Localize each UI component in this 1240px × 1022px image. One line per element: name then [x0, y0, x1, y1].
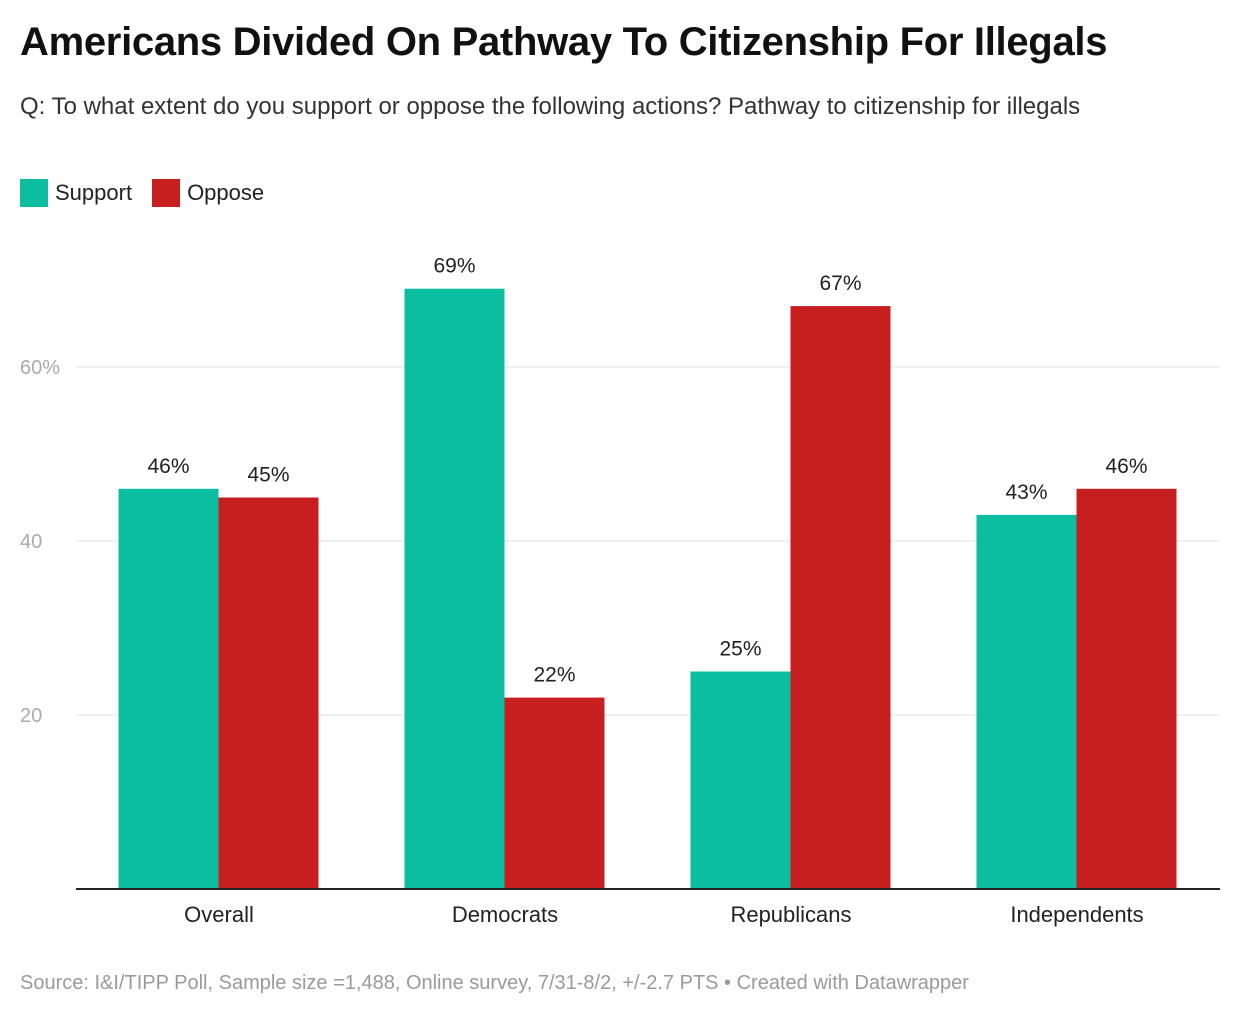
legend-label-support: Support [55, 180, 133, 205]
bar-oppose-republicans [790, 306, 891, 890]
chart-subtitle: Q: To what extent do you support or oppo… [20, 93, 1081, 120]
bar-support-independents [976, 514, 1077, 889]
data-label-support-democrats: 69% [433, 255, 475, 278]
bar-support-republicans [690, 671, 791, 889]
data-label-support-independents: 43% [1005, 481, 1047, 504]
y-tick-label: 60% [20, 357, 60, 379]
bar-support-overall [118, 488, 219, 889]
y-tick-label: 20 [20, 705, 42, 727]
legend-label-oppose: Oppose [187, 180, 265, 205]
legend-swatch-oppose [152, 179, 181, 207]
data-label-support-overall: 46% [147, 455, 189, 478]
data-label-oppose-democrats: 22% [533, 664, 575, 687]
source-footer: Source: I&I/TIPP Poll, Sample size =1,48… [20, 972, 969, 994]
x-tick-label-republicans: Republicans [730, 902, 851, 927]
bar-chart: 20 40 60% 46% 45% Overall 69% 22% Democrats 25% 67… [20, 255, 1220, 927]
legend: Support Oppose [20, 179, 284, 207]
data-label-oppose-independents: 46% [1105, 455, 1147, 478]
data-label-oppose-overall: 45% [247, 464, 289, 487]
y-tick-label: 40 [20, 531, 42, 553]
x-tick-label-overall: Overall [184, 902, 254, 927]
bar-support-democrats [404, 288, 505, 889]
legend-item-oppose: Oppose [152, 179, 264, 207]
x-tick-label-independents: Independents [1010, 902, 1143, 927]
bar-oppose-independents [1076, 488, 1177, 889]
legend-item-support: Support [20, 179, 132, 207]
bar-oppose-overall [218, 497, 319, 889]
data-label-support-republicans: 25% [719, 638, 761, 661]
data-label-oppose-republicans: 67% [819, 272, 861, 295]
bar-oppose-democrats [504, 697, 605, 889]
x-tick-label-democrats: Democrats [452, 902, 558, 927]
legend-swatch-support [20, 179, 48, 207]
chart-title: Americans Divided On Pathway To Citizens… [20, 20, 1108, 64]
